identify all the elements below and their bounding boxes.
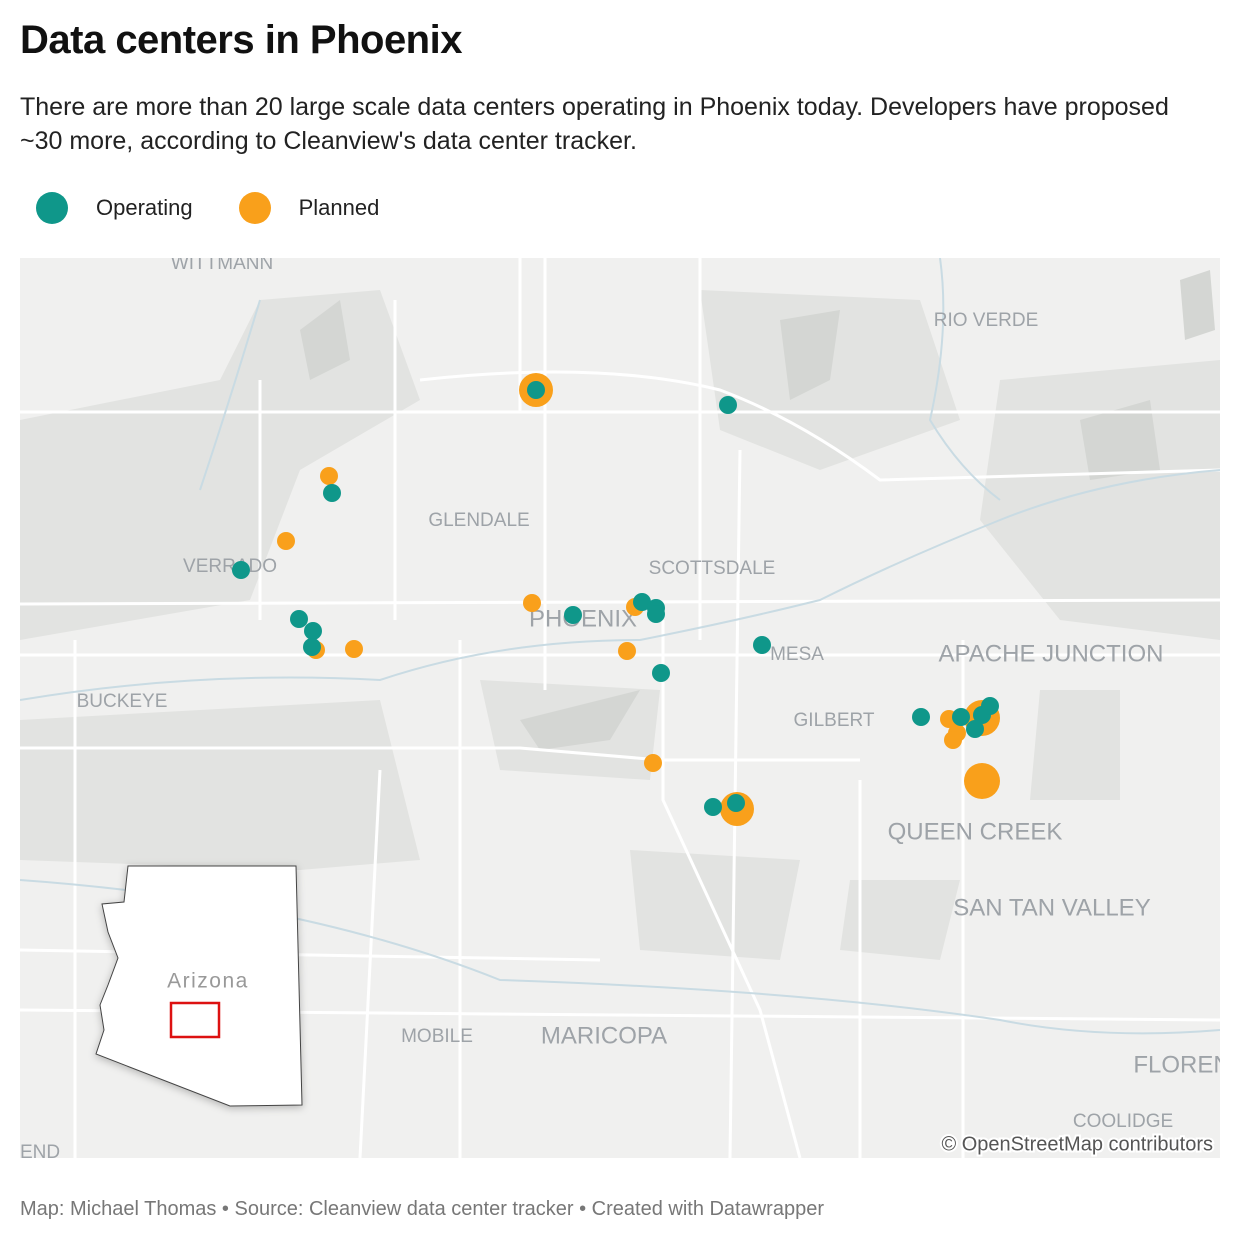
operating-marker bbox=[912, 708, 930, 726]
place-label: RIO VERDE bbox=[934, 310, 1039, 331]
footer: Map: Michael Thomas • Source: Cleanview … bbox=[20, 1198, 824, 1220]
operating-marker bbox=[323, 484, 341, 502]
operating-marker bbox=[527, 381, 545, 399]
operating-marker bbox=[753, 636, 771, 654]
place-label: APACHE JUNCTION bbox=[939, 640, 1164, 667]
place-label: BUCKEYE bbox=[77, 691, 168, 712]
place-label: VERRADO bbox=[183, 556, 277, 577]
operating-marker bbox=[952, 708, 970, 726]
planned-marker bbox=[523, 594, 541, 612]
legend-label: Operating bbox=[96, 195, 193, 220]
operating-marker bbox=[719, 396, 737, 414]
attribution: © OpenStreetMap contributors bbox=[941, 1133, 1213, 1155]
place-label: SAN TAN VALLEY bbox=[953, 894, 1150, 921]
place-label: QUEEN CREEK bbox=[888, 818, 1063, 845]
operating-marker bbox=[727, 794, 745, 812]
title: Data centers in Phoenix bbox=[20, 18, 462, 62]
place-labels: WITTMANN RIO VERDE GLENDALE VERRADO SCOT… bbox=[20, 253, 1230, 1163]
place-label: MOBILE bbox=[401, 1026, 473, 1047]
operating-marker bbox=[704, 798, 722, 816]
legend: Operating Planned bbox=[36, 192, 425, 224]
operating-marker bbox=[564, 606, 582, 624]
operating-marker bbox=[304, 622, 322, 640]
operating-marker bbox=[981, 697, 999, 715]
place-label: PHOENIX bbox=[529, 605, 637, 632]
inset-map: Arizona bbox=[95, 865, 303, 1107]
legend-swatch bbox=[238, 192, 271, 224]
planned-marker bbox=[277, 532, 295, 550]
planned-marker bbox=[944, 731, 962, 749]
place-label: MESA bbox=[770, 644, 824, 665]
inset-label: Arizona bbox=[167, 970, 249, 993]
place-label: WITTMANN bbox=[171, 253, 273, 274]
planned-marker bbox=[618, 642, 636, 660]
planned-marker bbox=[345, 640, 363, 658]
operating-marker bbox=[652, 664, 670, 682]
place-label: END bbox=[20, 1142, 60, 1163]
place-label: FLOREN bbox=[1133, 1051, 1230, 1078]
inset-highlight bbox=[169, 1001, 221, 1039]
operating-marker bbox=[290, 610, 308, 628]
planned-marker bbox=[644, 754, 662, 772]
planned-marker bbox=[320, 467, 338, 485]
operating-marker bbox=[966, 720, 984, 738]
place-label: GLENDALE bbox=[428, 510, 529, 531]
place-label: COOLIDGE bbox=[1073, 1111, 1173, 1132]
legend-label: Planned bbox=[298, 195, 380, 220]
operating-marker bbox=[633, 593, 651, 611]
subtitle: There are more than 20 large scale data … bbox=[20, 93, 1169, 155]
place-label: MARICOPA bbox=[541, 1022, 667, 1049]
legend-item: Planned bbox=[238, 192, 380, 224]
legend-swatch bbox=[36, 192, 68, 224]
legend-item: Operating bbox=[36, 192, 193, 224]
place-label: SCOTTSDALE bbox=[649, 558, 776, 579]
planned-marker bbox=[964, 763, 1000, 799]
operating-markers bbox=[232, 381, 999, 816]
place-label: GILBERT bbox=[794, 710, 875, 731]
operating-marker bbox=[232, 561, 250, 579]
operating-marker bbox=[303, 638, 321, 656]
operating-marker bbox=[647, 605, 665, 623]
